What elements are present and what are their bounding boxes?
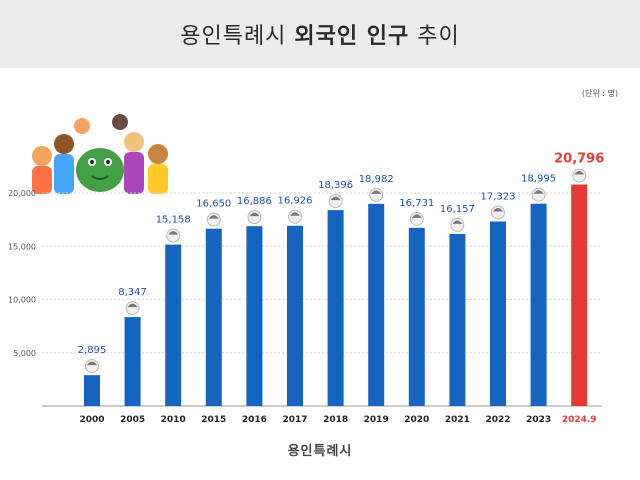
title-part1: 용인특례시	[180, 24, 287, 49]
x-tick-label: 2000	[79, 415, 104, 425]
value-label: 18,396	[318, 180, 353, 191]
person-hair-icon	[290, 212, 300, 216]
x-tick-label: 2022	[485, 415, 510, 425]
chart-title: 용인특례시 외국인 인구 추이	[0, 0, 640, 68]
person-icon	[166, 228, 181, 243]
crowd-illustration	[32, 114, 168, 194]
bar	[490, 221, 506, 406]
person-icon	[491, 205, 505, 220]
y-tick-label: 5,000	[13, 349, 36, 358]
person-hair-icon	[208, 215, 219, 219]
bar	[327, 210, 344, 406]
person-hair-icon	[249, 212, 260, 217]
person-icon	[572, 168, 587, 183]
y-tick-label: 10,000	[8, 296, 36, 305]
person-icon	[288, 209, 302, 224]
bar	[368, 203, 385, 406]
value-label: 16,650	[196, 199, 231, 210]
person-hair-icon	[452, 220, 463, 224]
person-icon	[531, 187, 546, 202]
person-hair-icon	[574, 171, 585, 175]
x-tick-label: 2017	[282, 415, 307, 425]
person-icon	[85, 359, 99, 374]
x-tick-label: 2010	[161, 415, 186, 425]
x-tick-label: 2016	[242, 415, 267, 425]
value-label: 16,157	[440, 204, 475, 215]
x-tick-label: 2021	[445, 415, 470, 425]
person-icon	[369, 187, 384, 202]
value-label: 8,347	[118, 287, 147, 298]
x-tick-label: 2018	[323, 415, 348, 425]
y-tick-label: 15,000	[8, 242, 36, 251]
x-tick-label: 2024.9	[562, 415, 597, 425]
title-part2: 추이	[417, 24, 460, 49]
value-label: 15,158	[156, 215, 191, 226]
x-tick-label: 2015	[201, 415, 226, 425]
person-hair-icon	[533, 190, 544, 194]
title-bold: 외국인 인구	[294, 24, 410, 49]
y-tick-label: 20,000	[8, 189, 36, 198]
bar	[449, 233, 466, 406]
bar	[287, 225, 303, 406]
value-label: 16,926	[278, 196, 313, 207]
person-icon	[409, 211, 424, 226]
x-tick-label: 2020	[404, 415, 429, 425]
person-hair-icon	[87, 361, 97, 366]
person-hair-icon	[127, 303, 138, 308]
value-label: 18,995	[521, 174, 556, 185]
bar	[124, 317, 141, 406]
bar	[165, 244, 182, 406]
unit-label: (단위 : 명)	[581, 89, 618, 98]
bar	[571, 184, 588, 406]
value-label: 20,796	[554, 152, 604, 167]
city-logo: 용인특례시	[287, 444, 353, 459]
person-hair-icon	[493, 208, 503, 212]
value-label: 17,323	[481, 192, 516, 203]
person-hair-icon	[371, 190, 382, 194]
person-hair-icon	[330, 196, 341, 201]
value-label: 16,886	[237, 196, 272, 207]
x-tick-label: 2005	[120, 415, 145, 425]
bar	[205, 228, 222, 406]
person-icon	[450, 217, 465, 232]
value-label: 16,731	[399, 198, 434, 209]
value-label: 18,982	[359, 174, 394, 185]
person-icon	[125, 301, 140, 316]
bar	[246, 226, 263, 406]
person-icon	[328, 194, 343, 209]
bar	[408, 227, 425, 406]
bar	[530, 203, 547, 406]
bar	[84, 375, 100, 406]
x-tick-label: 2019	[364, 415, 389, 425]
person-hair-icon	[168, 231, 179, 235]
person-icon	[206, 212, 221, 227]
person-icon	[247, 210, 262, 225]
x-tick-label: 2023	[526, 415, 551, 425]
value-label: 2,895	[78, 345, 107, 356]
person-hair-icon	[411, 214, 422, 218]
